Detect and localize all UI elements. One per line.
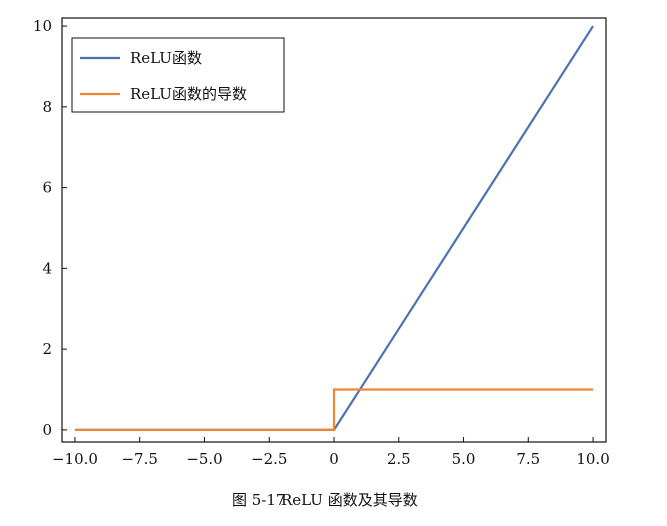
y-tick-label: 10 (33, 17, 52, 35)
x-tick-label: −5.0 (186, 450, 222, 468)
x-tick-label: −10.0 (52, 450, 98, 468)
x-tick-label: −2.5 (251, 450, 287, 468)
y-tick-label: 0 (42, 421, 52, 439)
legend: ReLU函数 ReLU函数的导数 (71, 37, 285, 113)
tick-marks (62, 25, 594, 442)
y-tick-label: 4 (42, 259, 52, 277)
legend-label-2: ReLU函数的导数 (130, 85, 247, 103)
x-tick-label: −7.5 (121, 450, 157, 468)
figure-caption-number: 图 5-17 (232, 491, 285, 509)
figure-caption-text: ReLU 函数及其导数 (281, 491, 418, 509)
x-tick-label: 0 (329, 450, 339, 468)
legend-box (71, 37, 285, 113)
x-tick-label: 5.0 (452, 450, 476, 468)
x-tick-label: 10.0 (576, 450, 609, 468)
y-tick-label: 8 (42, 98, 52, 116)
tick-labels: −10.0 −7.5 −5.0 −2.5 0 2.5 5.0 7.5 10.0 0 2 4 6 8 10 (33, 17, 610, 468)
y-tick-label: 2 (42, 340, 52, 358)
series-line-2 (74, 388, 594, 431)
plot-area (74, 25, 594, 431)
x-tick-label: 2.5 (387, 450, 411, 468)
x-tick-label: 7.5 (516, 450, 540, 468)
legend-label-1: ReLU函数 (130, 49, 202, 67)
y-tick-label: 6 (42, 179, 52, 197)
